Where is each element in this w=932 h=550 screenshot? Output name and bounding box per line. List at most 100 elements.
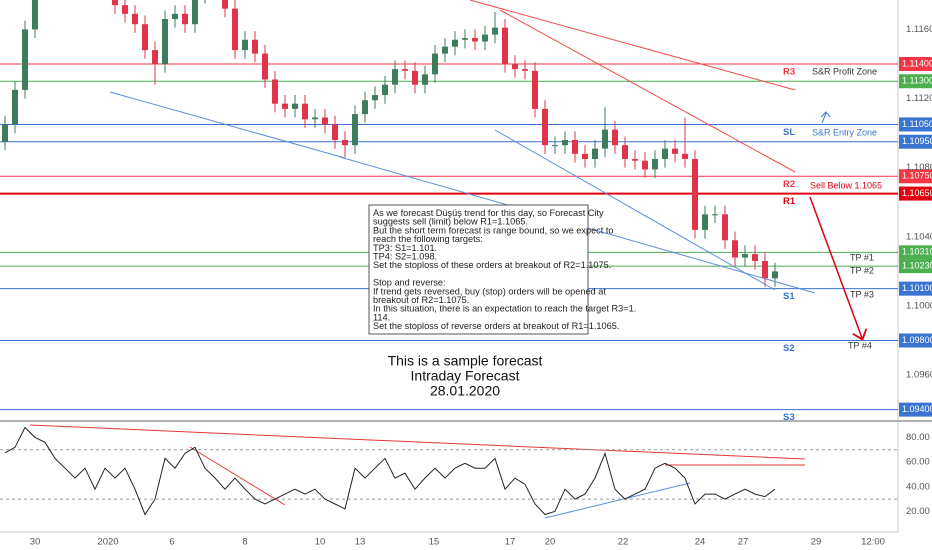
y-tick-label: 1.10800 <box>906 162 932 173</box>
candle-body <box>132 13 138 25</box>
level-price-label: 1.11400 <box>902 58 932 68</box>
trend-line <box>499 9 796 173</box>
note-line: Set the stoploss of these orders at brea… <box>373 260 611 270</box>
y-tick-label: 1.10000 <box>906 300 932 311</box>
x-tick-label: 2020 <box>97 537 118 548</box>
y-tick-label: 1.11200 <box>906 93 932 104</box>
candle-body <box>742 254 748 258</box>
candle-body <box>432 53 438 75</box>
candle-body <box>502 27 508 64</box>
candle-body <box>732 240 738 258</box>
candle-body <box>642 160 648 170</box>
candle-body <box>612 129 618 146</box>
note-line: Set the stoploss of reverse orders at br… <box>373 321 619 331</box>
candle-body <box>182 13 188 25</box>
annotation: TP #4 <box>848 340 872 350</box>
candle-body <box>532 70 538 109</box>
level-price-label: 1.10750 <box>902 171 932 181</box>
candle-body <box>422 74 428 85</box>
note-line: TP3: S1=1.101. <box>373 243 437 253</box>
candle-body <box>442 46 448 54</box>
note-line: breakout of R2=1.1075. <box>373 295 469 305</box>
x-tick-label: 12:00 <box>861 537 885 548</box>
x-tick-label: 17 <box>505 537 516 548</box>
x-tick-label: 24 <box>695 537 706 548</box>
x-tick-label: 13 <box>355 537 366 548</box>
note-line: 114. <box>373 312 390 322</box>
rsi-trend-line <box>544 482 691 519</box>
candle-body <box>262 53 268 80</box>
candle-body <box>462 38 468 40</box>
level-name: S3 <box>783 412 795 423</box>
caption-line: Intraday Forecast <box>411 368 520 384</box>
level-price-label: 1.10230 <box>902 261 932 271</box>
candle-body <box>692 159 698 230</box>
annotation: TP #1 <box>850 252 874 262</box>
candle-body <box>32 0 38 30</box>
candle-body <box>112 0 118 6</box>
candle-body <box>222 0 228 9</box>
level-price-box <box>899 117 932 132</box>
candle-body <box>492 27 498 35</box>
candle-body <box>762 260 768 279</box>
candle-body <box>522 69 528 71</box>
candle-body <box>772 271 778 279</box>
note-line: But the short term forecast is range bou… <box>373 225 614 235</box>
trend-line <box>109 91 346 159</box>
candle-body <box>162 19 168 64</box>
annotation: Sell Below 1.1065 <box>810 180 882 190</box>
candle-body <box>512 63 518 70</box>
candle-body <box>672 148 678 154</box>
forecast-arrow <box>809 196 862 338</box>
candle-body <box>652 159 658 170</box>
candle-body <box>562 140 568 146</box>
candle-body <box>242 39 248 51</box>
annotation: S&R Entry Zone <box>812 127 877 137</box>
trend-line <box>469 0 796 91</box>
candle-body <box>232 8 238 51</box>
level-price-label: 1.10650 <box>902 188 932 198</box>
level-price-label: 1.09400 <box>902 404 932 414</box>
level-name: SL <box>783 127 795 138</box>
candle-body <box>302 103 308 120</box>
candle-body <box>682 153 688 160</box>
level-price-box <box>899 259 932 274</box>
y-tick-label: 1.11600 <box>906 24 932 35</box>
candle-body <box>602 129 608 149</box>
level-name: S2 <box>783 343 795 354</box>
y-tick-label: 1.09600 <box>906 370 932 381</box>
y-tick-label: 1.10400 <box>906 231 932 242</box>
candle-body <box>342 140 348 146</box>
note-line: suggests sell (limit) below R1=1.1065. <box>373 217 528 227</box>
level-price-box <box>899 74 932 89</box>
note-frame <box>368 204 589 335</box>
note-line: reach the following targets: <box>373 234 483 244</box>
level-price-label: 1.11300 <box>902 76 932 86</box>
candle-body <box>402 69 408 71</box>
candle-body <box>122 5 128 14</box>
x-tick-label: 6 <box>169 537 174 548</box>
candle-body <box>272 79 278 104</box>
annotation: TP #3 <box>850 289 874 299</box>
rsi-trend-line <box>189 446 286 506</box>
y-tick-label: 80.00 <box>906 432 930 443</box>
candle-body <box>482 34 488 42</box>
level-price-box <box>899 169 932 184</box>
level-price-box <box>899 333 932 348</box>
candle-body <box>702 214 708 230</box>
candle-body <box>312 117 318 120</box>
candle-body <box>152 50 158 64</box>
y-tick-label: 40.00 <box>906 481 930 492</box>
candle-body <box>362 100 368 115</box>
note-line: TP4: S2=1.098. <box>373 252 437 262</box>
caption-line: 28.01.2020 <box>430 383 500 399</box>
x-tick-label: 30 <box>30 537 41 548</box>
candle-body <box>662 148 668 160</box>
note-line: As we forecast Düşüş trend for this day,… <box>373 208 604 218</box>
candle-body <box>352 114 358 146</box>
rsi-trend-line <box>29 424 806 460</box>
level-price-label: 1.10100 <box>902 283 932 293</box>
x-tick-label: 20 <box>545 537 556 548</box>
x-tick-label: 10 <box>315 537 326 548</box>
candle-body <box>382 84 388 96</box>
